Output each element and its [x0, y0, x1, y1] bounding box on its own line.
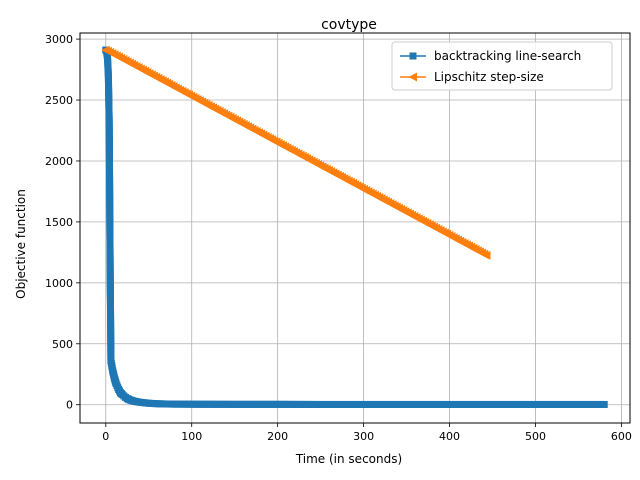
y-tick-label: 1500	[45, 216, 73, 229]
y-tick-label: 2000	[45, 155, 73, 168]
y-tick-label: 0	[66, 399, 73, 412]
x-tick-label: 400	[439, 430, 460, 443]
x-axis-label: Time (in seconds)	[295, 452, 402, 466]
series-line	[105, 49, 605, 406]
series-layer	[101, 45, 608, 408]
legend-box	[391, 41, 613, 91]
series-1	[102, 46, 608, 408]
x-tick-label: 100	[181, 430, 202, 443]
y-axis-label: Objective function	[14, 189, 28, 299]
series-2	[101, 45, 491, 260]
x-tick-label: 300	[353, 430, 374, 443]
legend-label: Lipschitz step-size	[434, 70, 544, 84]
legend-swatch-marker	[408, 72, 417, 82]
y-tick-label: 500	[52, 338, 73, 351]
x-tick-label: 200	[267, 430, 288, 443]
x-tick-label: 600	[611, 430, 632, 443]
y-tick-label: 1000	[45, 277, 73, 290]
y-axis: 0 500 1000 1500 2000 2500 3000	[45, 33, 80, 412]
x-axis: 0 100 200 300 400 500 600	[102, 423, 632, 443]
y-tick-label: 2500	[45, 94, 73, 107]
data-point-marker	[481, 250, 491, 260]
x-tick-label: 0	[102, 430, 109, 443]
chart-title: covtype	[321, 17, 377, 33]
legend-swatch-marker	[409, 52, 417, 60]
legend-label: backtracking line-search	[434, 49, 581, 63]
axes-frame	[79, 32, 631, 424]
y-tick-label: 3000	[45, 33, 73, 46]
x-tick-label: 500	[525, 430, 546, 443]
data-point-marker	[600, 400, 608, 408]
grid-lines	[80, 33, 630, 423]
legend: backtracking line-search Lipschitz step-s…	[391, 41, 613, 91]
